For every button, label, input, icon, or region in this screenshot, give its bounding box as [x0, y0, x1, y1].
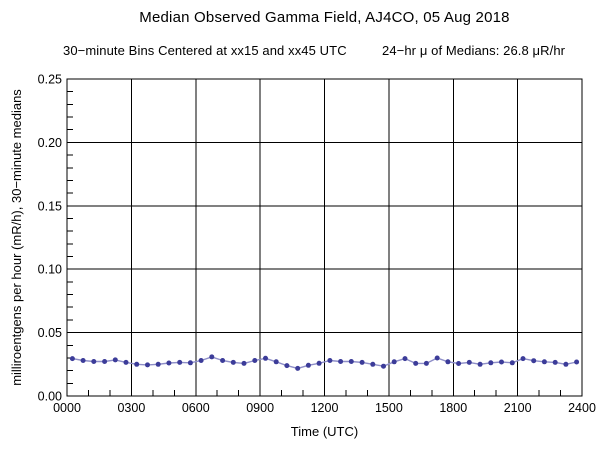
x-axis-title: Time (UTC)	[291, 424, 358, 439]
y-tick-label: 0.10	[38, 263, 62, 277]
data-point	[552, 359, 558, 365]
data-point	[123, 359, 129, 365]
y-tick-label: 0.25	[38, 73, 62, 87]
chart-title: Median Observed Gamma Field, AJ4CO, 05 A…	[139, 9, 510, 26]
data-point	[134, 361, 140, 367]
x-tick-label: 0000	[53, 401, 81, 415]
data-point	[338, 359, 344, 364]
data-point	[359, 359, 365, 365]
data-point	[284, 363, 290, 369]
data-point	[102, 359, 108, 364]
subtitle-mean-of-medians: 24−hr μ of Medians: 26.8 μR/hr	[382, 43, 566, 58]
y-tick-label: 0.15	[38, 199, 62, 213]
data-point	[574, 359, 580, 365]
data-point	[509, 360, 515, 366]
data-point	[155, 361, 161, 367]
data-point	[413, 360, 419, 366]
data-point	[520, 356, 526, 362]
data-point	[348, 359, 354, 364]
y-tick-label: 0.05	[38, 326, 62, 340]
data-point	[445, 359, 451, 365]
data-point	[541, 359, 547, 365]
data-point	[112, 357, 118, 363]
subtitle-bins-note: 30−minute Bins Centered at xx15 and xx45…	[63, 43, 347, 58]
x-tick-label: 0900	[246, 401, 274, 415]
data-point	[209, 354, 215, 360]
data-point	[456, 361, 462, 366]
data-point	[423, 360, 429, 366]
data-point	[327, 358, 333, 363]
x-tick-label: 2400	[568, 401, 596, 415]
data-point	[273, 359, 279, 365]
data-point	[477, 361, 483, 367]
data-point	[305, 362, 311, 368]
data-point	[187, 360, 193, 366]
x-tick-label: 0300	[117, 401, 145, 415]
data-point	[177, 359, 183, 365]
y-tick-label: 0.00	[38, 390, 62, 404]
x-tick-label: 1200	[311, 401, 339, 415]
data-point	[381, 363, 386, 369]
data-point	[295, 365, 301, 371]
data-point	[402, 356, 408, 362]
data-point	[488, 360, 494, 366]
data-point	[316, 360, 322, 366]
data-point	[391, 359, 397, 365]
x-tick-label: 1800	[439, 401, 467, 415]
data-point	[531, 358, 537, 364]
data-point	[145, 362, 150, 368]
x-tick-label: 2100	[504, 401, 532, 415]
plot-frame	[66, 78, 583, 397]
data-point	[230, 359, 236, 365]
y-axis-title: milliroentgens per hour (mR/h), 30−minut…	[9, 89, 24, 386]
data-point	[252, 358, 258, 363]
data-point	[69, 356, 75, 362]
data-point	[198, 358, 204, 363]
data-point	[241, 360, 247, 366]
data-point	[220, 358, 226, 363]
data-point	[466, 359, 472, 365]
data-point	[91, 359, 97, 364]
data-point	[499, 359, 504, 365]
data-point	[80, 358, 86, 363]
data-point	[166, 360, 172, 366]
data-point	[563, 361, 569, 367]
data-point	[434, 355, 440, 361]
x-tick-label: 0600	[182, 401, 210, 415]
y-tick-label: 0.20	[38, 136, 62, 150]
data-point	[370, 361, 376, 367]
x-tick-label: 1500	[375, 401, 403, 415]
data-point	[263, 355, 268, 361]
